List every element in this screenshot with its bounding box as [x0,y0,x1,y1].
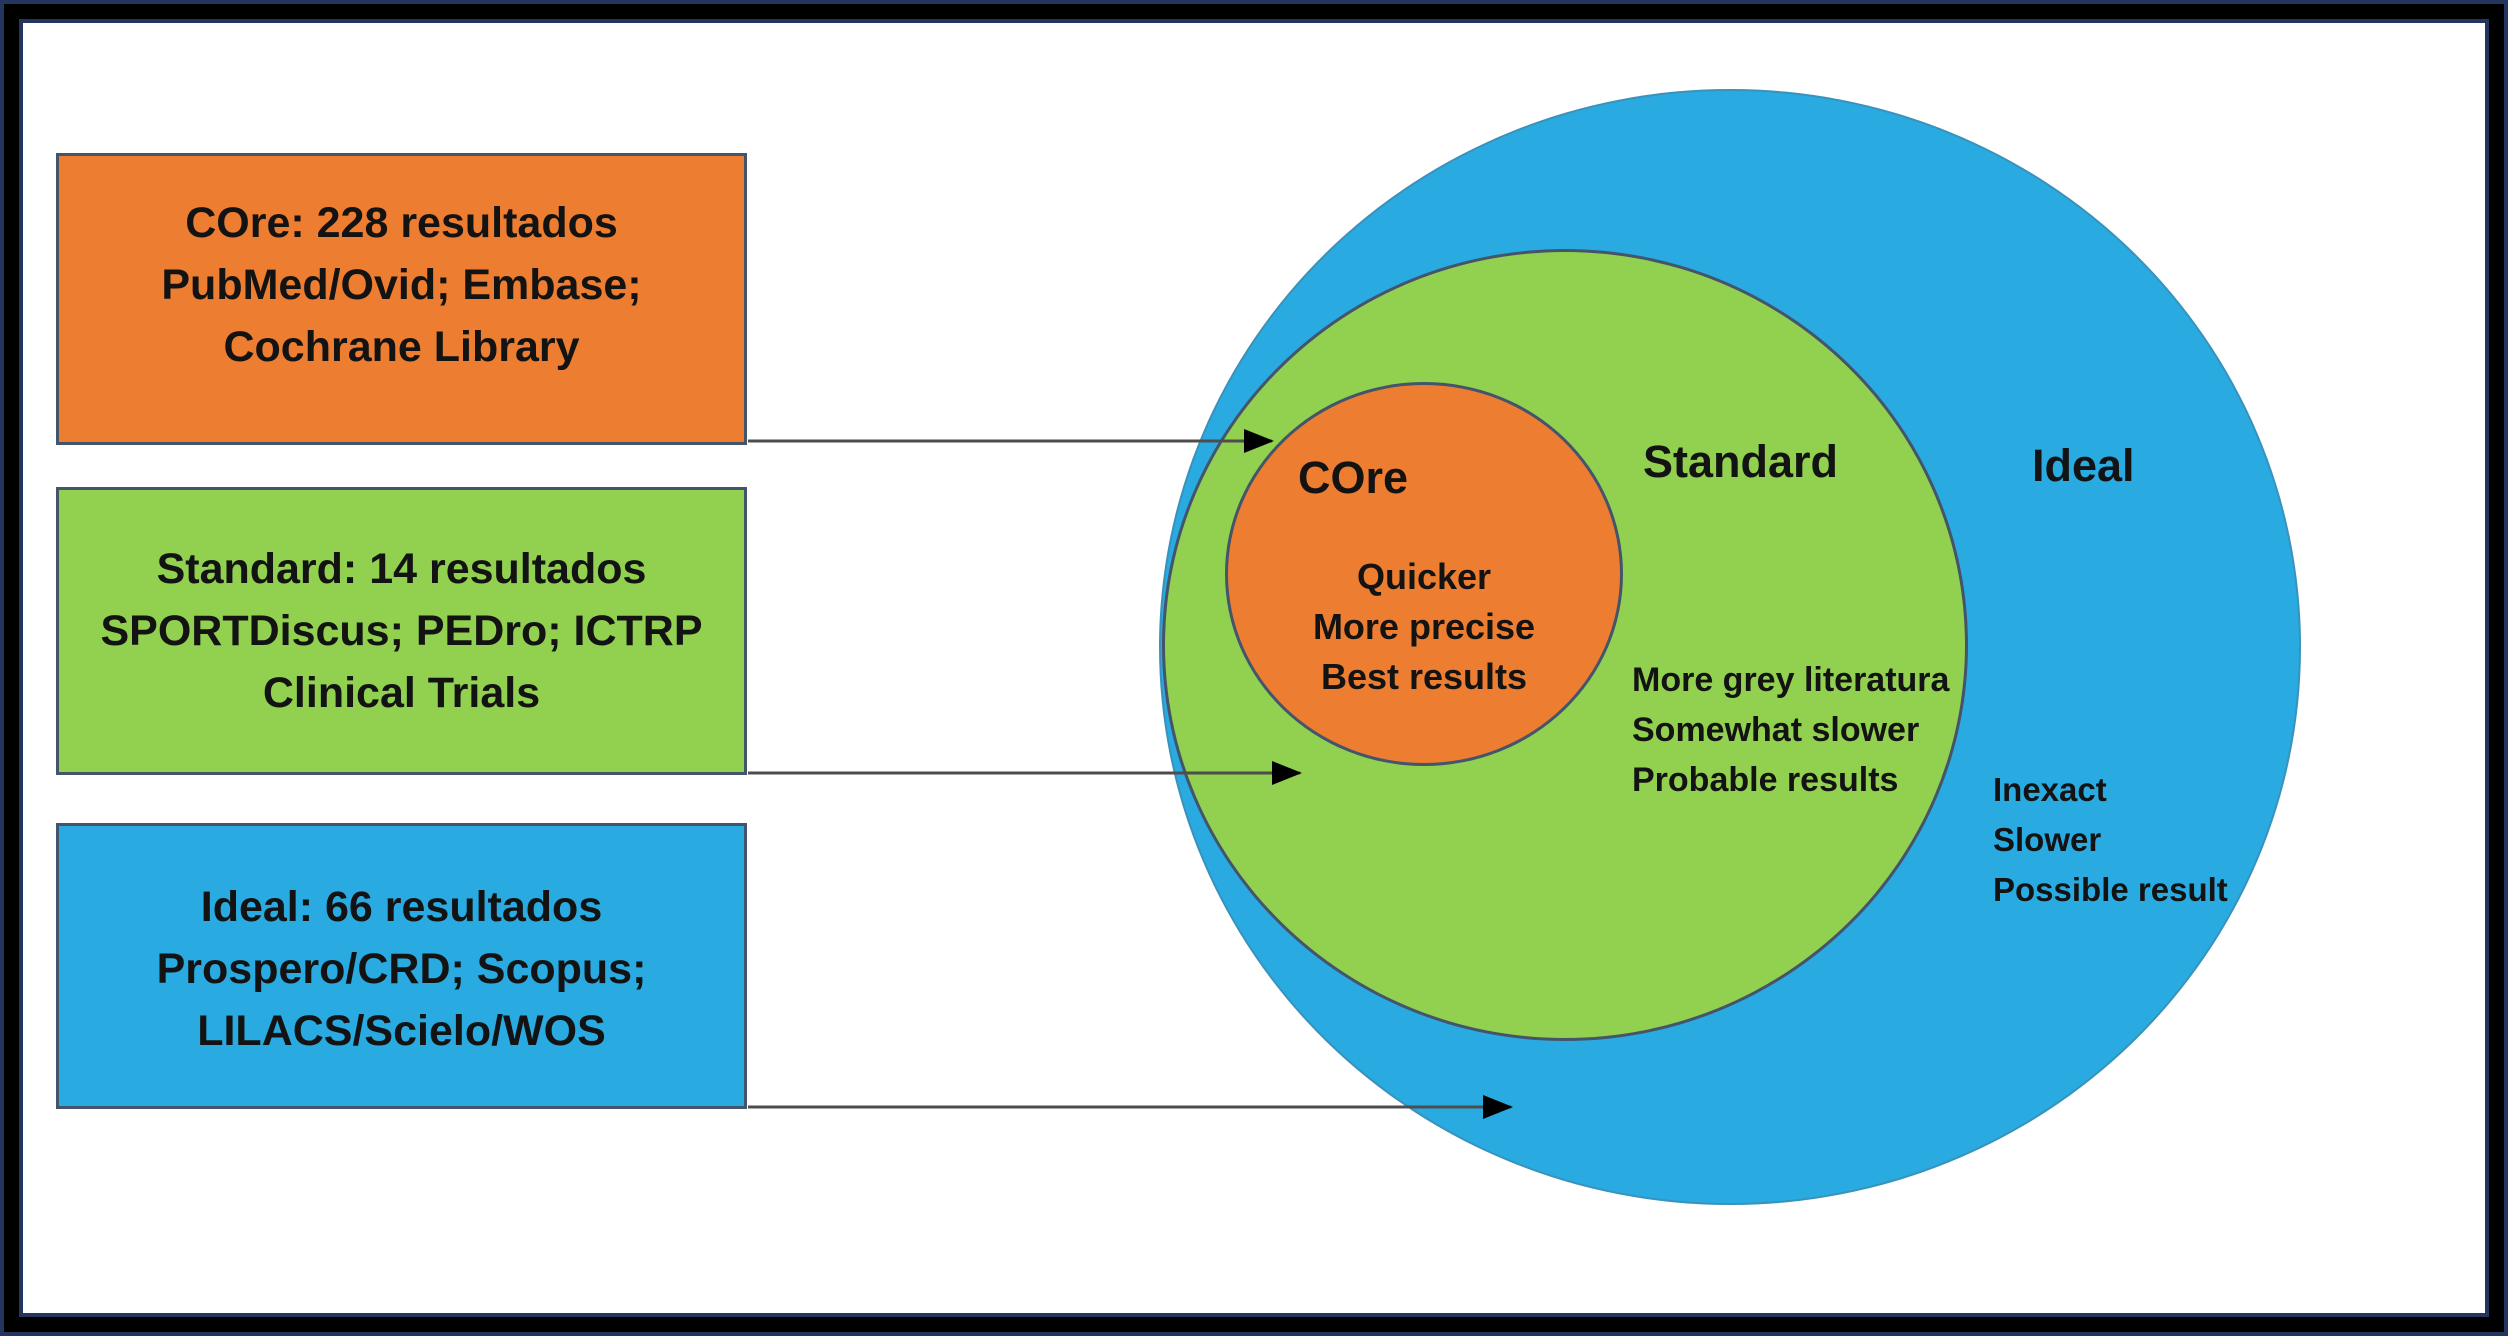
standard-note-line: More grey literatura [1632,661,1950,699]
core-circle-label: COre [1298,452,1409,503]
core-circle-notes: Quicker More precise Best results [1262,552,1586,702]
ideal-legend-line: Ideal: 66 resultados [200,883,603,931]
ideal-circle-label: Ideal [2032,440,2135,491]
core-note-line: More precise [1312,606,1536,647]
standard-circle-label: Standard [1643,436,1839,487]
standard-legend-box: Standard: 14 resultados SPORTDiscus; PED… [56,487,747,775]
standard-legend-line: SPORTDiscus; PEDro; ICTRP [100,607,703,655]
core-legend-line: COre: 228 resultados [185,199,618,247]
ideal-legend-line: LILACS/Scielo/WOS [197,1007,606,1055]
ideal-legend-line: Prospero/CRD; Scopus; [156,945,647,993]
ideal-note-line: Inexact [1993,771,2107,808]
core-note-line: Best results [1320,656,1528,697]
ideal-note-line: Slower [1993,821,2102,858]
core-legend-box: COre: 228 resultados PubMed/Ovid; Embase… [56,153,747,445]
standard-note-line: Somewhat slower [1632,711,1920,749]
core-legend-line: PubMed/Ovid; Embase; [161,261,642,309]
core-note-line: Quicker [1356,556,1492,597]
ideal-legend-box: Ideal: 66 resultados Prospero/CRD; Scopu… [56,823,747,1109]
core-legend-line: Cochrane Library [223,323,580,371]
ideal-note-line: Possible result [1993,871,2228,908]
ideal-circle-notes: Inexact Slower Possible result [1993,765,2228,915]
core-circle [1225,382,1623,766]
standard-note-line: Probable results [1632,761,1899,799]
standard-legend-line: Standard: 14 resultados [156,545,647,593]
standard-circle-notes: More grey literatura Somewhat slower Pro… [1632,655,1949,805]
standard-legend-line: Clinical Trials [262,669,541,717]
